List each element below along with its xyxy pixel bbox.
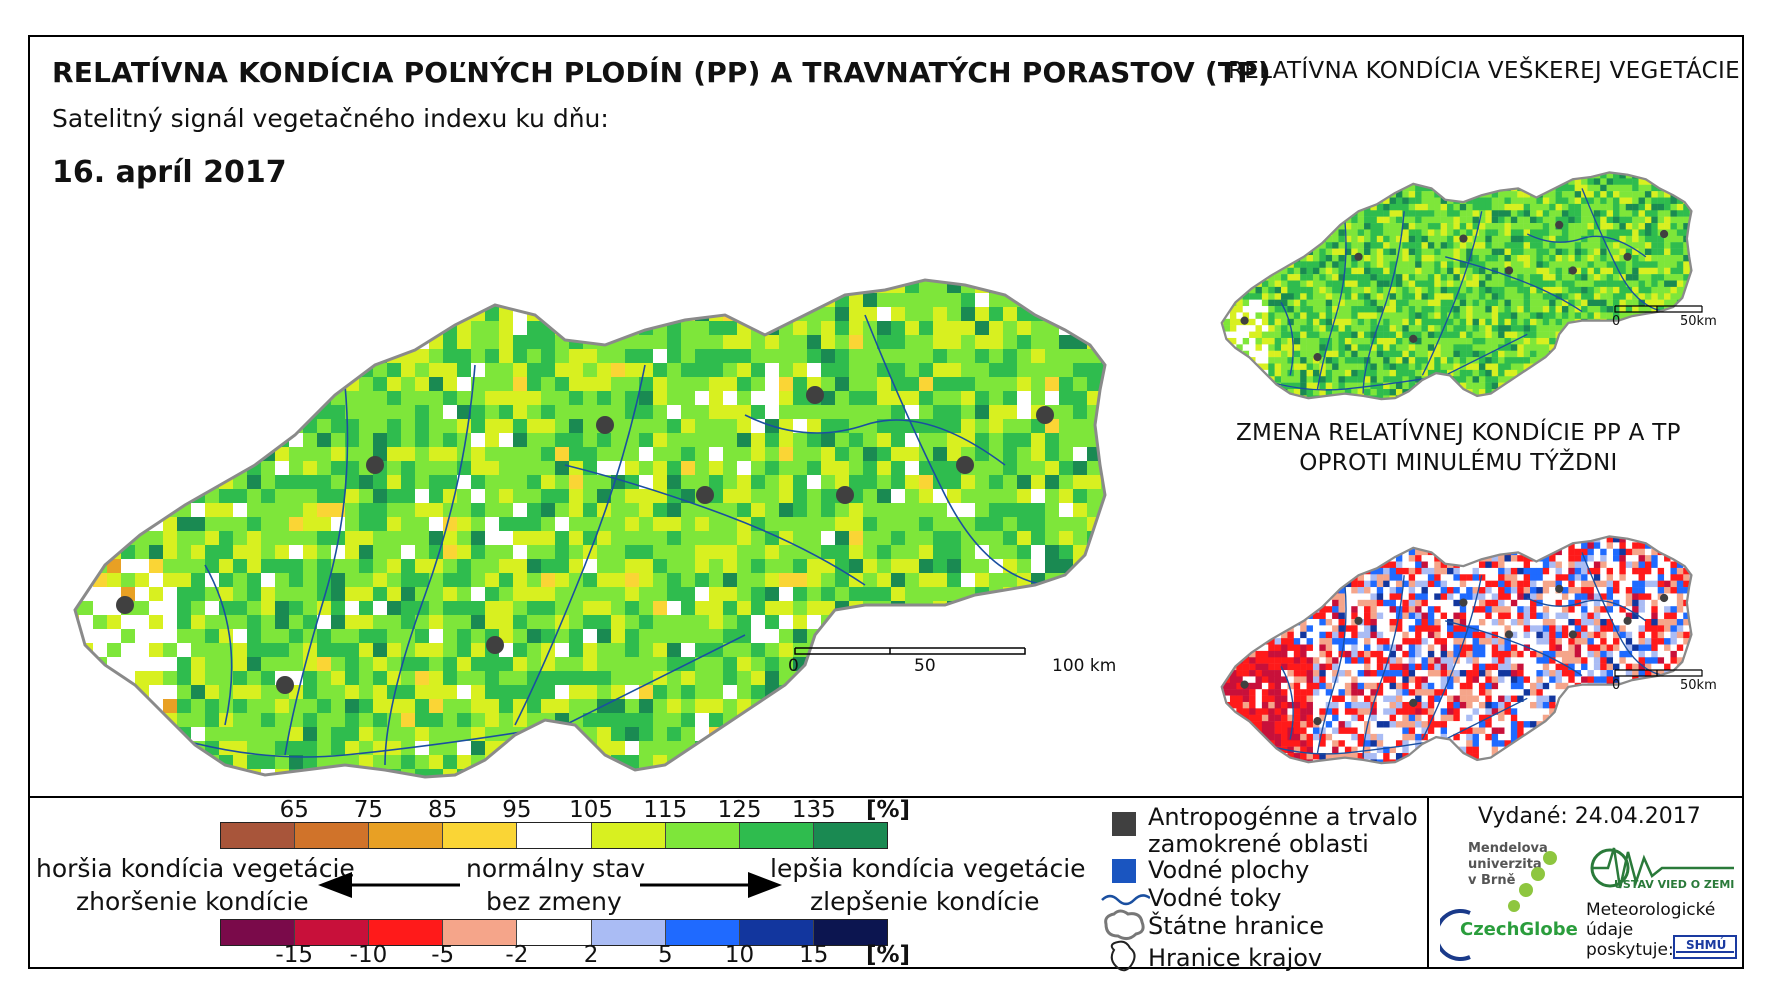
region-borders-label: Hranice krajov bbox=[1148, 944, 1323, 972]
change-class-1 bbox=[295, 920, 370, 945]
scalebar-top-0: 0 bbox=[1612, 314, 1621, 329]
better-condition-label: lepšia kondícia vegetácie bbox=[770, 854, 1086, 883]
legend-separator bbox=[28, 796, 1744, 798]
no-change-label: bez zmeny bbox=[486, 887, 622, 916]
vegetation-map-title: RELATÍVNA KONDÍCIA VEŠKEREJ VEGETÁCIE bbox=[1228, 58, 1740, 84]
condition-class-3 bbox=[443, 823, 518, 848]
issued-date: Vydané: 24.04.2017 bbox=[1478, 804, 1701, 829]
change-class-4 bbox=[517, 920, 592, 945]
condition-change-map bbox=[1220, 535, 1693, 765]
condition-tick-2: 85 bbox=[428, 797, 458, 823]
change-tick-4: 2 bbox=[583, 942, 599, 968]
worse-condition-label: horšia kondícia vegetácie bbox=[36, 854, 355, 883]
condition-tick-0: 65 bbox=[279, 797, 309, 823]
water-streams-label: Vodné toky bbox=[1148, 884, 1282, 912]
river-icon bbox=[1101, 894, 1150, 906]
scalebar-main-100: 100 km bbox=[1052, 656, 1117, 676]
condition-tick-1: 75 bbox=[353, 797, 384, 823]
condition-tick-7: 135 bbox=[791, 797, 836, 823]
czechglobe-text: CzechGlobe bbox=[1460, 919, 1578, 940]
ustav-text: ÚSTAV VIED O ZEMI bbox=[1614, 878, 1735, 891]
arrow-left-icon bbox=[318, 872, 460, 898]
mendel-dots-logo bbox=[1508, 851, 1557, 912]
state-borders-label: Štátne hranice bbox=[1148, 912, 1324, 940]
change-tick-6: 10 bbox=[724, 942, 755, 968]
date-label: 16. apríl 2017 bbox=[52, 155, 287, 190]
change-color-scale bbox=[220, 919, 888, 946]
symbol-icons bbox=[1101, 894, 1150, 972]
change-tick-3: -2 bbox=[505, 942, 529, 968]
change-title-line1: ZMENA RELATÍVNEJ KONDÍCIE PP A TP bbox=[1236, 420, 1681, 446]
arrow-right-icon bbox=[640, 872, 782, 898]
shmu-logo bbox=[1673, 935, 1737, 959]
main-title: RELATÍVNA KONDÍCIA POĽNÝCH PLODÍN (PP) A… bbox=[52, 56, 1271, 89]
change-tick-7: 15 bbox=[799, 942, 829, 968]
condition-class-7 bbox=[739, 823, 814, 848]
worse-change-label: zhoršenie kondície bbox=[76, 887, 309, 916]
change-scalebar bbox=[1614, 669, 1703, 677]
condition-tick-6: 125 bbox=[717, 797, 762, 823]
scalebar-main-0: 0 bbox=[788, 656, 799, 676]
ustav-logo bbox=[1590, 847, 1734, 889]
condition-class-8 bbox=[813, 823, 887, 848]
change-tick-0: -15 bbox=[275, 942, 313, 968]
legend-arrows bbox=[318, 872, 782, 898]
condition-unit: [%] bbox=[866, 797, 911, 823]
subtitle: Satelitný signál vegetačného indexu ku d… bbox=[52, 104, 609, 133]
condition-class-4 bbox=[517, 823, 592, 848]
meteo-data-text: Meteorologické údaje poskytuje: bbox=[1586, 900, 1716, 960]
mendel-logo-text: Mendelova univerzita v Brně bbox=[1468, 841, 1548, 888]
scalebar-change-0: 0 bbox=[1612, 678, 1621, 693]
credits-separator bbox=[1427, 797, 1429, 967]
anthro-area-swatch bbox=[1112, 812, 1136, 836]
change-map-title: ZMENA RELATÍVNEJ KONDÍCIE PP A TP OPROTI… bbox=[1236, 418, 1681, 478]
anthro-label-2: zamokrené oblasti bbox=[1148, 830, 1369, 858]
condition-tick-4: 105 bbox=[569, 797, 614, 823]
change-tick-5: 5 bbox=[658, 942, 673, 968]
state-border-icon bbox=[1104, 909, 1145, 941]
change-class-2 bbox=[369, 920, 444, 945]
scalebar-change-50: 50km bbox=[1680, 678, 1717, 693]
main-scalebar bbox=[794, 647, 1026, 655]
change-class-8 bbox=[813, 920, 887, 945]
change-class-5 bbox=[591, 920, 666, 945]
change-class-7 bbox=[739, 920, 814, 945]
condition-class-2 bbox=[369, 823, 444, 848]
water-body-swatch bbox=[1112, 859, 1136, 883]
condition-class-1 bbox=[295, 823, 370, 848]
top-scalebar bbox=[1614, 305, 1703, 313]
change-class-0 bbox=[221, 920, 296, 945]
change-class-6 bbox=[665, 920, 740, 945]
better-change-label: zlepšenie kondície bbox=[810, 887, 1040, 916]
condition-tick-3: 95 bbox=[502, 797, 532, 823]
change-tick-1: -10 bbox=[349, 942, 388, 968]
shmu-text: SHMÚ bbox=[1686, 938, 1727, 952]
main-condition-map bbox=[73, 278, 1107, 779]
scalebar-top-50: 50km bbox=[1680, 314, 1717, 329]
scalebar-main-50: 50 bbox=[914, 656, 936, 676]
czechglobe-logo bbox=[1440, 909, 1471, 961]
condition-class-0 bbox=[221, 823, 296, 848]
change-tick-2: -5 bbox=[431, 942, 455, 968]
anthro-label-1: Antropogénne a trvalo bbox=[1148, 803, 1418, 831]
change-unit: [%] bbox=[866, 942, 911, 968]
condition-class-5 bbox=[591, 823, 666, 848]
region-border-icon bbox=[1110, 940, 1136, 972]
condition-tick-5: 115 bbox=[643, 797, 688, 823]
condition-color-scale bbox=[220, 822, 888, 849]
change-title-line2: OPROTI MINULÉMU TÝŽDNI bbox=[1299, 450, 1618, 476]
condition-class-6 bbox=[665, 823, 740, 848]
normal-state-label: normálny stav bbox=[466, 854, 646, 883]
vegetation-condition-map bbox=[1220, 171, 1693, 401]
change-class-3 bbox=[443, 920, 518, 945]
water-bodies-label: Vodné plochy bbox=[1148, 856, 1310, 884]
